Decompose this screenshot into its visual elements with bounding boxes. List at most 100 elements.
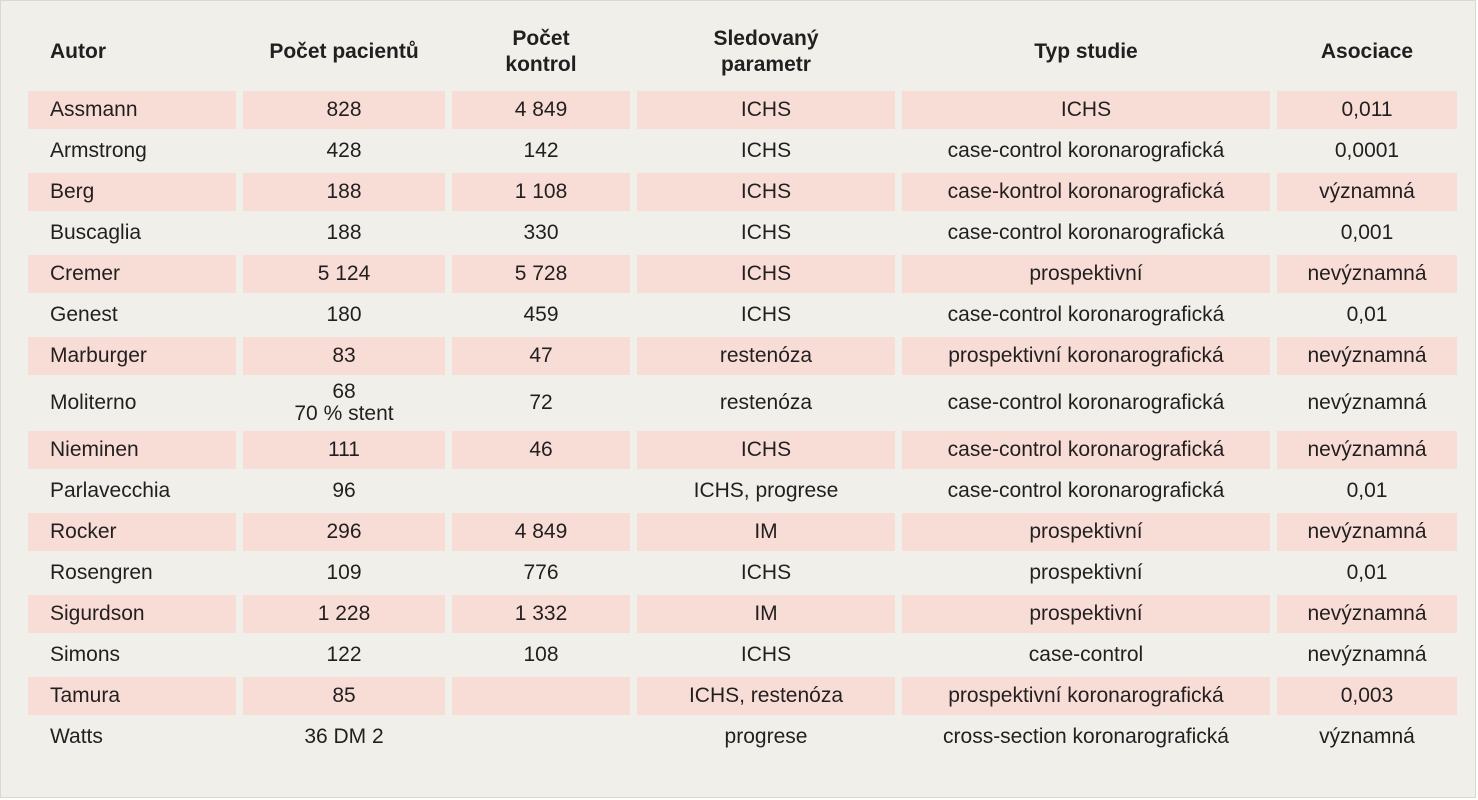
cell-asociace: nevýznamná: [1277, 255, 1457, 293]
cell-asociace-text: významná: [1319, 725, 1415, 748]
cell-autor: Parlavecchia: [28, 472, 236, 510]
cell-pocet-kontrol: 459: [452, 296, 630, 334]
cell-sledovany-parametr: ICHS: [637, 636, 895, 674]
cell-asociace-text: 0,01: [1346, 479, 1388, 502]
cell-pocet-kontrol: 776: [452, 554, 630, 592]
cell-autor-text: Buscaglia: [50, 221, 142, 244]
cell-pocet-pacientu-text: 296: [326, 520, 362, 543]
table-row: Simons 122 108 ICHS case-control nevýznamná: [28, 636, 1457, 674]
cell-typ-studie: case-control koronarografická: [902, 296, 1270, 334]
table-row: Assmann 828 4 849 ICHS ICHS 0,011: [28, 91, 1457, 129]
cell-typ-studie: prospektivní: [902, 513, 1270, 551]
cell-autor-text: Genest: [50, 303, 118, 326]
header-typ-studie: Typ studie: [1034, 40, 1138, 63]
table-row: Nieminen 111 46 ICHS case-control koronarogr…: [28, 431, 1457, 469]
cell-sledovany-parametr-text: ICHS, restenóza: [688, 684, 844, 707]
cell-asociace: 0,01: [1277, 296, 1457, 334]
cell-autor: Assmann: [28, 91, 236, 129]
cell-sledovany-parametr: ICHS: [637, 296, 895, 334]
cell-pocet-pacientu-text: 122: [326, 643, 362, 666]
cell-autor-text: Rosengren: [50, 561, 153, 584]
table-row: Tamura 85 ICHS, restenóza prospektivní koro…: [28, 677, 1457, 715]
cell-pocet-kontrol-text: 1 332: [514, 602, 568, 625]
cell-pocet-pacientu-text: 5 124: [317, 262, 371, 285]
cell-autor: Tamura: [28, 677, 236, 715]
cell-pocet-pacientu-text: 188: [326, 221, 362, 244]
cell-pocet-kontrol-text: 108: [523, 643, 559, 666]
cell-autor: Buscaglia: [28, 214, 236, 252]
cell-asociace-text: nevýznamná: [1307, 262, 1427, 285]
cell-pocet-pacientu-text: 1 228: [317, 602, 371, 625]
cell-sledovany-parametr: ICHS: [637, 91, 895, 129]
cell-typ-studie: case-control koronarografická: [902, 132, 1270, 170]
cell-sledovany-parametr-text: ICHS: [740, 303, 792, 326]
header-pocet-pacientu: Počet pacientů: [269, 40, 419, 63]
cell-typ-studie-text: case-control: [1028, 643, 1144, 666]
cell-sledovany-parametr-text: ICHS: [740, 438, 792, 461]
cell-typ-studie-text: case-control koronarografická: [947, 303, 1225, 326]
cell-sledovany-parametr: ICHS, progrese: [637, 472, 895, 510]
header-pocet-kontrol: Počet kontrol: [505, 27, 577, 76]
cell-autor: Cremer: [28, 255, 236, 293]
cell-asociace: 0,003: [1277, 677, 1457, 715]
table-row: Buscaglia 188 330 ICHS case-control koronaro…: [28, 214, 1457, 252]
cell-autor: Armstrong: [28, 132, 236, 170]
cell-typ-studie-text: cross-section koronarografická: [943, 725, 1229, 748]
cell-sledovany-parametr: progrese: [637, 718, 895, 756]
cell-sledovany-parametr-text: ICHS: [740, 98, 792, 121]
cell-typ-studie: case-control koronarografická: [902, 214, 1270, 252]
cell-pocet-pacientu-text: 109: [326, 561, 362, 584]
cell-typ-studie: case-control: [902, 636, 1270, 674]
cell-sledovany-parametr-text: IM: [754, 602, 778, 625]
cell-pocet-kontrol-text: 5 728: [514, 262, 568, 285]
cell-asociace-text: 0,003: [1340, 684, 1394, 707]
cell-pocet-pacientu: 96: [243, 472, 445, 510]
cell-autor: Watts: [28, 718, 236, 756]
cell-asociace: významná: [1277, 173, 1457, 211]
cell-pocet-kontrol-text: 1 108: [514, 180, 568, 203]
cell-asociace-text: nevýznamná: [1307, 438, 1427, 461]
cell-pocet-kontrol-text: 459: [523, 303, 559, 326]
cell-sledovany-parametr-text: ICHS: [740, 180, 792, 203]
cell-pocet-kontrol-text: 330: [523, 221, 559, 244]
cell-autor: Rosengren: [28, 554, 236, 592]
cell-pocet-pacientu-text: 188: [326, 180, 362, 203]
cell-pocet-kontrol: 4 849: [452, 513, 630, 551]
table-row: Marburger 83 47 restenóza prospektivní koron…: [28, 337, 1457, 375]
cell-sledovany-parametr: ICHS: [637, 255, 895, 293]
cell-sledovany-parametr-text: restenóza: [719, 391, 813, 414]
cell-sledovany-parametr-text: restenóza: [719, 344, 813, 367]
cell-autor: Berg: [28, 173, 236, 211]
cell-pocet-pacientu-text: 36 DM 2: [304, 725, 384, 748]
cell-pocet-kontrol-text: 46: [529, 438, 553, 461]
table-row: Watts 36 DM 2 progrese cross-section korona…: [28, 718, 1457, 756]
cell-pocet-pacientu: 85: [243, 677, 445, 715]
cell-asociace: nevýznamná: [1277, 513, 1457, 551]
cell-sledovany-parametr-text: progrese: [724, 725, 808, 748]
cell-asociace-text: 0,001: [1340, 221, 1394, 244]
cell-sledovany-parametr: IM: [637, 595, 895, 633]
table-row: Parlavecchia 96 ICHS, progrese case-control…: [28, 472, 1457, 510]
table-row: Cremer 5 124 5 728 ICHS prospektivní nevýznam…: [28, 255, 1457, 293]
cell-asociace-text: významná: [1319, 180, 1415, 203]
header-sledovany-parametr: Sledovaný parametr: [713, 27, 819, 76]
cell-pocet-pacientu: 828: [243, 91, 445, 129]
study-table: Autor Počet pacientů Počet kontrol Sledov…: [21, 13, 1464, 759]
cell-asociace-text: nevýznamná: [1307, 520, 1427, 543]
cell-sledovany-parametr: ICHS: [637, 554, 895, 592]
cell-asociace-text: nevýznamná: [1307, 344, 1427, 367]
cell-asociace-text: nevýznamná: [1307, 602, 1427, 625]
cell-pocet-kontrol: 330: [452, 214, 630, 252]
cell-pocet-pacientu-text: 180: [326, 303, 362, 326]
cell-asociace-text: 0,0001: [1334, 139, 1400, 162]
cell-autor-text: Tamura: [50, 684, 121, 707]
cell-pocet-kontrol: 1 108: [452, 173, 630, 211]
cell-pocet-kontrol-text: 4 849: [514, 98, 568, 121]
cell-typ-studie-text: prospektivní: [1029, 561, 1143, 584]
cell-asociace: nevýznamná: [1277, 337, 1457, 375]
cell-typ-studie-text: prospektivní: [1029, 262, 1143, 285]
cell-typ-studie-text: prospektivní: [1029, 602, 1143, 625]
cell-pocet-pacientu: 428: [243, 132, 445, 170]
cell-typ-studie: case-control koronarografická: [902, 431, 1270, 469]
